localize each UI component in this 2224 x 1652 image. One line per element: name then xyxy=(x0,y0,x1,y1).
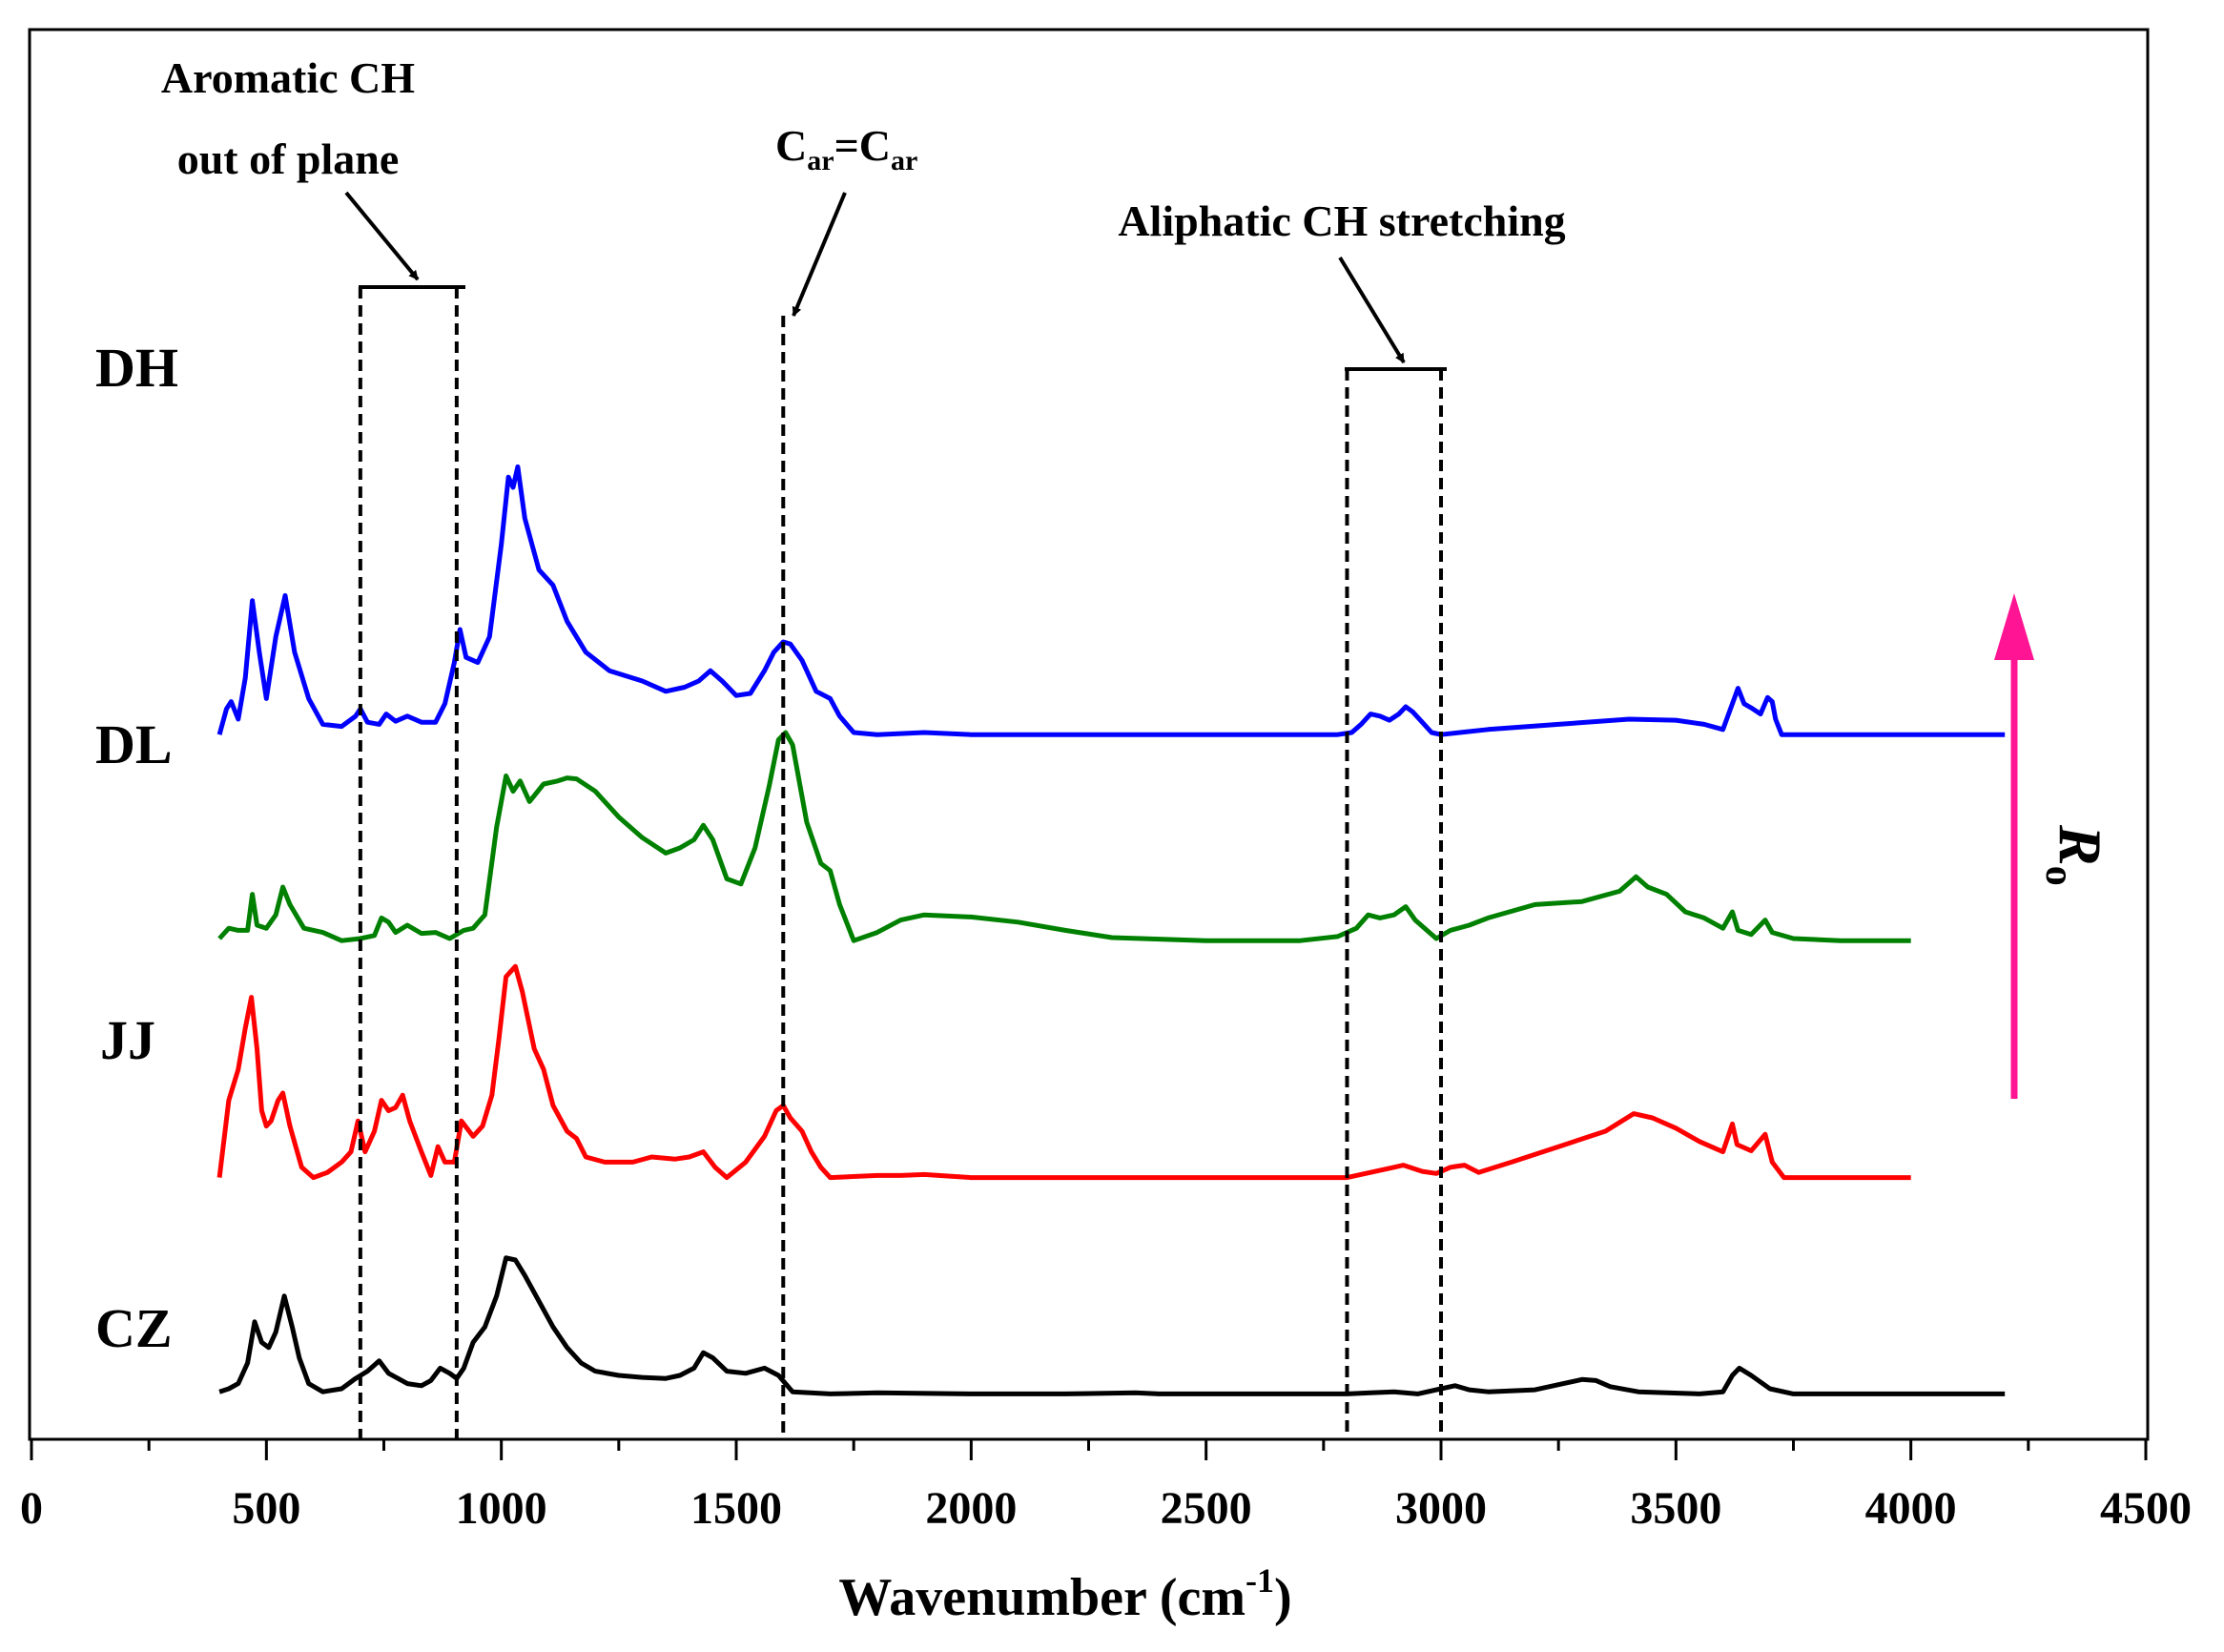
spectra-curves xyxy=(216,464,2006,1396)
annotation-aliphatic: Aliphatic CH stretching xyxy=(1118,196,1565,245)
x-tick-label: 4000 xyxy=(1865,1483,1957,1534)
x-tick-label: 3500 xyxy=(1630,1483,1721,1534)
car-equals: = xyxy=(834,121,859,170)
series-line-jj xyxy=(216,963,1911,1181)
series-line-cz xyxy=(218,1255,2006,1396)
x-tick-label: 1500 xyxy=(690,1483,782,1534)
series-line-dl xyxy=(217,730,1911,943)
x-tick-label: 0 xyxy=(20,1483,43,1534)
x-tick-label: 1000 xyxy=(456,1483,547,1534)
x-axis-label-main: Wavenumber (cm xyxy=(838,1568,1246,1627)
series-label-dh: DH xyxy=(95,337,178,399)
aromatic-arrow xyxy=(344,191,420,281)
x-tick-label: 2000 xyxy=(925,1483,1017,1534)
car-sub-2: ar xyxy=(891,145,917,176)
x-axis-label-close: ) xyxy=(1274,1568,1292,1627)
ro-label: Ro xyxy=(2037,824,2114,886)
annotation-aromatic-line1: Aromatic CH xyxy=(161,53,415,102)
series-line-dh xyxy=(216,464,2006,737)
x-tick-label: 3000 xyxy=(1395,1483,1487,1534)
aliphatic-arrow xyxy=(1338,256,1406,364)
series-label-jj: JJ xyxy=(100,1009,155,1071)
car-base-1: C xyxy=(775,121,807,170)
x-axis-label-sup: -1 xyxy=(1246,1561,1274,1600)
x-tick-label: 2500 xyxy=(1161,1483,1252,1534)
ro-arrowhead xyxy=(1994,593,2034,660)
x-tick-label: 4500 xyxy=(2100,1483,2192,1534)
annotation-aromatic-line2: out of plane xyxy=(177,134,400,183)
car-base-2: C xyxy=(859,121,891,170)
x-axis-ticks: 0 500 1000 1500 2000 2500 3000 3500 4000 4500 xyxy=(20,1439,2192,1534)
series-label-dl: DL xyxy=(95,713,173,775)
reference-lines xyxy=(358,287,1443,1439)
series-label-cz: CZ xyxy=(95,1297,173,1359)
car-arrow xyxy=(792,192,847,317)
annotation-car-car: Car=Car xyxy=(775,121,917,176)
car-sub-1: ar xyxy=(807,145,834,176)
ro-label-sub: o xyxy=(2037,866,2081,886)
x-axis-label: Wavenumber (cm-1) xyxy=(838,1561,1291,1627)
x-tick-label: 500 xyxy=(232,1483,300,1534)
ro-label-base: R xyxy=(2047,824,2114,866)
